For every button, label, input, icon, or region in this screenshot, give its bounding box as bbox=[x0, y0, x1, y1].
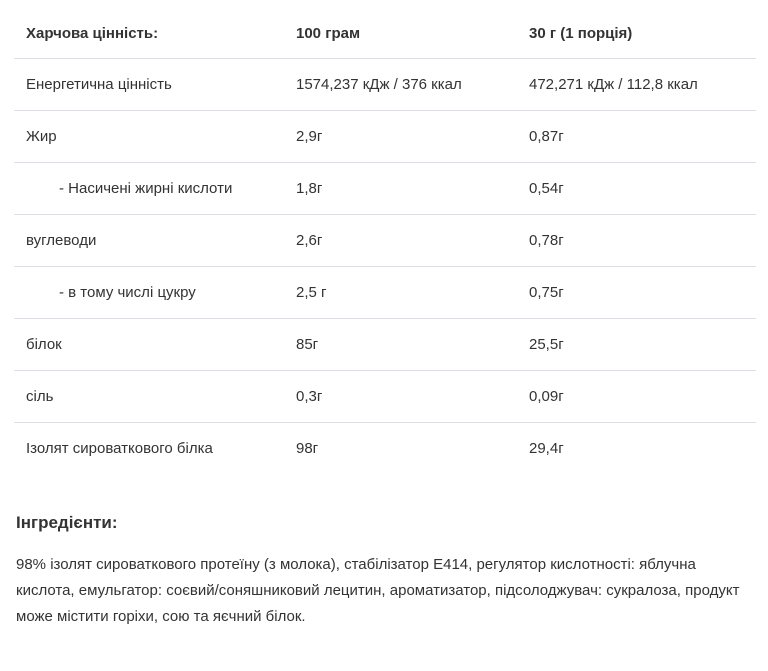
row-per-serving: 0,09г bbox=[517, 370, 756, 423]
row-label: Ізолят сироваткового білка bbox=[26, 440, 213, 457]
row-label: вуглеводи bbox=[14, 214, 284, 267]
ingredients-title: Інгредієнти: bbox=[16, 513, 118, 532]
table-row: вуглеводи 2,6г 0,78г bbox=[14, 214, 756, 267]
row-per-serving: 0,54г bbox=[517, 162, 756, 215]
header-per-100g: 100 грам bbox=[284, 8, 517, 59]
table-header-row: Харчова цінність: 100 грам 30 г (1 порці… bbox=[14, 8, 756, 59]
row-per-100g: 1574,237 кДж / 376 ккал bbox=[284, 58, 517, 111]
row-per-serving: 0,87г bbox=[517, 110, 756, 163]
row-per-100g: 98г bbox=[296, 440, 319, 457]
row-label: - в тому числі цукру bbox=[14, 266, 284, 319]
row-label: Жир bbox=[14, 110, 284, 163]
header-nutrition-value: Харчова цінність: bbox=[14, 8, 284, 59]
row-per-serving: 25,5г bbox=[517, 318, 756, 371]
row-per-100g: 85г bbox=[284, 318, 517, 371]
table-row: білок 85г 25,5г bbox=[14, 318, 756, 371]
row-per-serving: 0,75г bbox=[517, 266, 756, 319]
row-per-100g: 2,9г bbox=[284, 110, 517, 163]
table-row: Енергетична цінність 1574,237 кДж / 376 … bbox=[14, 58, 756, 111]
ingredients-text: 98% ізолят сироваткового протеїну (з мол… bbox=[16, 556, 740, 625]
table-row: Жир 2,9г 0,87г bbox=[14, 110, 756, 163]
row-per-serving: 29,4г bbox=[529, 440, 564, 457]
row-per-100g: 2,6г bbox=[284, 214, 517, 267]
table-row: - в тому числі цукру 2,5 г 0,75г bbox=[14, 266, 756, 319]
row-label: Енергетична цінність bbox=[14, 58, 284, 111]
row-label: сіль bbox=[14, 370, 284, 423]
row-per-serving: 472,271 кДж / 112,8 ккал bbox=[517, 58, 756, 111]
table-row: - Насичені жирні кислоти 1,8г 0,54г bbox=[14, 162, 756, 215]
table-row: сіль 0,3г 0,09г bbox=[14, 370, 756, 423]
table-row: Ізолят сироваткового білка 98г 29,4г bbox=[14, 423, 756, 475]
row-per-100g: 0,3г bbox=[284, 370, 517, 423]
row-label: білок bbox=[14, 318, 284, 371]
row-per-100g: 1,8г bbox=[284, 162, 517, 215]
row-label: - Насичені жирні кислоти bbox=[14, 162, 284, 215]
row-per-serving: 0,78г bbox=[517, 214, 756, 267]
header-per-serving: 30 г (1 порція) bbox=[517, 8, 756, 59]
row-per-100g: 2,5 г bbox=[284, 266, 517, 319]
nutrition-table: Харчова цінність: 100 грам 30 г (1 порці… bbox=[14, 8, 756, 474]
